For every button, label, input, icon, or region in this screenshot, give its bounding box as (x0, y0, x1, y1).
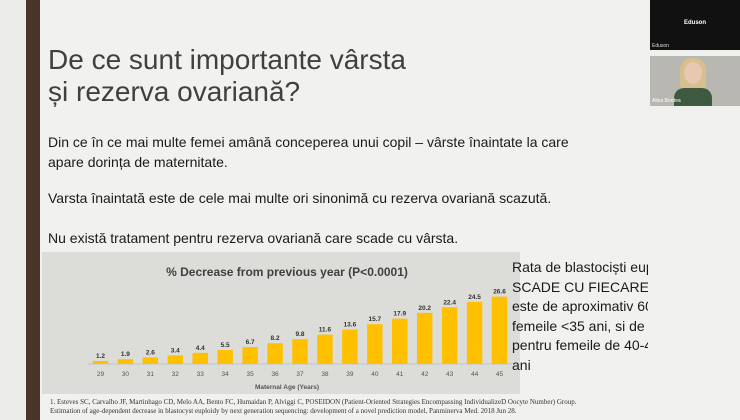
x-tick-29: 29 (97, 371, 105, 378)
bar-43 (441, 307, 458, 364)
chart-xlabel: Maternal Age (Years) (255, 384, 319, 391)
bar-32 (167, 355, 184, 364)
left-margin (0, 0, 26, 420)
side-note-line3: este de aproximativ 60% la (512, 298, 681, 314)
data-label-36: 8.2 (271, 335, 280, 342)
chart-bars: 1.2 29 1.9 30 2.6 31 3.4 32 4.4 33 5.5 34 6.7 35 8.2 36… (88, 289, 512, 378)
video-tile-eduson[interactable]: Eduson (650, 0, 740, 50)
data-label-34: 5.5 (221, 342, 230, 349)
data-label-45: 26.6 (493, 289, 506, 296)
x-tick-44: 44 (471, 371, 479, 378)
bar-29 (92, 360, 109, 364)
data-label-42: 20.2 (418, 305, 431, 312)
presenter-name-label: Alina Bordea (652, 98, 681, 104)
slide-accent-bar (26, 0, 40, 420)
x-tick-34: 34 (222, 371, 230, 378)
reference-note: 1. Esteves SC, Carvalho JF, Martinhago C… (50, 398, 650, 416)
x-tick-40: 40 (371, 371, 379, 378)
data-label-29: 1.2 (96, 353, 105, 360)
bar-30 (117, 359, 134, 364)
x-tick-39: 39 (346, 371, 354, 378)
x-tick-32: 32 (172, 371, 180, 378)
x-tick-41: 41 (396, 371, 404, 378)
x-tick-37: 37 (296, 371, 304, 378)
data-label-38: 11.6 (319, 327, 332, 334)
x-tick-30: 30 (122, 371, 130, 378)
bar-39 (342, 329, 358, 364)
reference-line1: 1. Esteves SC, Carvalho JF, Martinhago C… (50, 398, 577, 406)
bar-41 (392, 318, 408, 364)
data-label-43: 22.4 (443, 299, 456, 306)
presenter-body (674, 88, 712, 106)
paragraph-1: Din ce în ce mai multe femei amână conce… (48, 134, 569, 170)
bar-37 (292, 339, 308, 364)
data-label-37: 9.8 (295, 331, 304, 338)
video-tile-label: Eduson (652, 43, 669, 49)
x-tick-42: 42 (421, 371, 429, 378)
video-tile-presenter[interactable]: Alina Bordea (650, 56, 740, 106)
slide-title-line1: De ce sunt importante vârsta (48, 44, 406, 75)
paragraph-3: Nu există tratament pentru rezerva ovari… (48, 230, 459, 246)
x-tick-35: 35 (247, 371, 255, 378)
presenter-face (684, 62, 702, 84)
data-label-40: 15.7 (368, 316, 381, 323)
side-note-line6: ani (512, 356, 531, 373)
bar-44 (466, 301, 483, 364)
bar-38 (317, 334, 333, 364)
bar-35 (242, 347, 258, 364)
side-note-line4: femeile <35 ani, si de 30% (512, 317, 677, 334)
bar-31 (142, 357, 159, 364)
bar-42 (416, 312, 433, 364)
data-label-35: 6.7 (246, 339, 255, 346)
side-note: Rata de blastociști euploizi SCADE CU FI… (512, 258, 722, 375)
reference-line2: Estimation of age-dependent decrease in … (50, 407, 517, 415)
bar-34 (217, 350, 233, 364)
side-note-line2: SCADE CU FIECARE AN: (512, 278, 676, 295)
bar-33 (192, 352, 208, 364)
bar-chart: % Decrease from previous year (P<0.0001)… (42, 252, 520, 394)
data-label-30: 1.9 (121, 351, 130, 358)
side-note-line5: pentru femeile de 40-42 (512, 337, 660, 353)
data-label-32: 3.4 (171, 347, 180, 354)
x-tick-36: 36 (271, 371, 279, 378)
x-tick-38: 38 (321, 371, 329, 378)
data-label-44: 24.5 (468, 294, 481, 301)
video-tile-name: Eduson (684, 20, 706, 26)
bar-45 (491, 296, 508, 364)
chart-title: % Decrease from previous year (P<0.0001) (166, 265, 408, 279)
x-tick-45: 45 (496, 371, 504, 378)
data-label-31: 2.6 (146, 349, 155, 356)
data-label-41: 17.9 (393, 311, 406, 318)
paragraph-2: Varsta înaintată este de cele mai multe … (48, 190, 552, 206)
slide-title: De ce sunt importante vârsta și rezerva … (48, 44, 608, 108)
bar-40 (367, 324, 383, 364)
side-note-line1: Rata de blastociști euploizi (512, 259, 678, 275)
data-label-39: 13.6 (344, 322, 357, 329)
data-label-33: 4.4 (196, 345, 205, 352)
x-tick-43: 43 (446, 371, 454, 378)
bar-36 (267, 343, 283, 364)
x-tick-33: 33 (197, 371, 205, 378)
chart-svg: % Decrease from previous year (P<0.0001)… (88, 265, 512, 391)
x-tick-31: 31 (147, 371, 155, 378)
slide-title-line2: și rezerva ovariană? (48, 76, 301, 107)
